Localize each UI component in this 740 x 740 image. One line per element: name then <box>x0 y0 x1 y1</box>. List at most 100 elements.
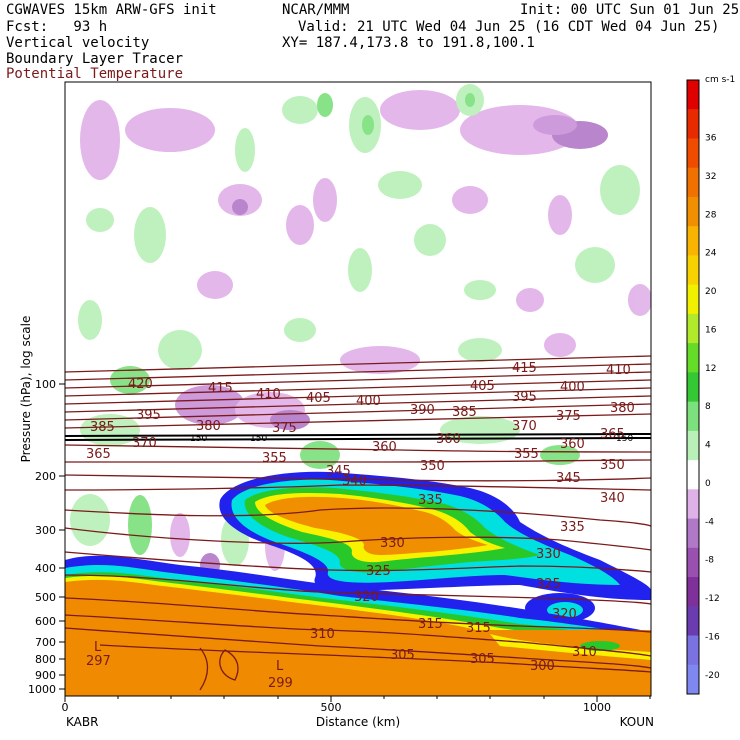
theta-label: 375 <box>556 409 581 424</box>
y-tick-label: 400 <box>35 562 56 575</box>
colorbar-swatch <box>687 635 699 666</box>
colorbar-swatch <box>687 284 699 315</box>
cross-section-endpoints: XY= 187.4,173.8 to 191.8,100.1 <box>282 35 535 51</box>
field-potential-temperature: Potential Temperature <box>6 66 184 82</box>
theta-label: 315 <box>466 621 491 636</box>
theta-label: 410 <box>606 363 631 378</box>
colorbar-tick-label: 28 <box>705 210 717 220</box>
tracer-plume <box>219 471 651 623</box>
colorbar-tick-label: -4 <box>705 517 714 527</box>
forecast-hour: Fcst: 93 h <box>6 19 108 35</box>
colorbar-tick-label: 0 <box>705 479 711 489</box>
theta-label: 395 <box>512 390 537 405</box>
theta-label: 405 <box>470 379 495 394</box>
theta-label: 360 <box>436 432 461 447</box>
field-bl-tracer: Boundary Layer Tracer <box>6 51 184 67</box>
colorbar-tick-label: 16 <box>705 325 717 335</box>
valid-time: Valid: 21 UTC Wed 04 Jun 25 (16 CDT Wed … <box>298 19 720 35</box>
colorbar-swatch <box>687 226 699 256</box>
y-tick-labels: 100 200 300 400 500 600 700 800 900 1000 <box>28 378 56 696</box>
colorbar-swatch <box>687 460 699 490</box>
theta-label: 365 <box>86 447 111 462</box>
colorbar-swatch <box>687 430 699 461</box>
theta-label: 320 <box>552 607 577 622</box>
colorbar-swatch <box>687 518 699 549</box>
theta-label: 315 <box>418 617 443 632</box>
theta-label: 380 <box>196 419 221 434</box>
tropopause-label: 150 <box>190 434 207 444</box>
tropopause-label: 150 <box>616 434 633 444</box>
velocity-blobs <box>70 84 651 577</box>
theta-label: 305 <box>390 648 415 663</box>
colorbar-swatch <box>687 489 699 520</box>
colorbar-swatch <box>687 343 699 373</box>
low-marker: L <box>94 640 102 655</box>
y-tick-label: 100 <box>35 378 56 391</box>
theta-label: 297 <box>86 654 111 669</box>
right-station: KOUN <box>620 715 654 729</box>
theta-label: 420 <box>128 377 153 392</box>
colorbar-swatch <box>687 372 699 403</box>
colorbar-swatch <box>687 606 699 637</box>
theta-label: 360 <box>560 437 585 452</box>
y-tick-label: 1000 <box>28 683 56 696</box>
theta-label: 385 <box>90 420 115 435</box>
theta-label: 350 <box>420 459 445 474</box>
plot-field <box>65 82 651 696</box>
model-title: CGWAVES 15km ARW-GFS init <box>6 2 217 18</box>
x-axis-label: Distance (km) <box>316 715 400 729</box>
colorbar-tick-label: 4 <box>705 441 711 451</box>
theta-label: 380 <box>610 401 635 416</box>
colorbar-swatch <box>687 401 699 432</box>
colorbar-swatch <box>687 109 699 139</box>
theta-label: 415 <box>512 361 537 376</box>
theta-label: 340 <box>600 491 625 506</box>
theta-label: 299 <box>268 676 293 691</box>
colorbar-tick-label: 8 <box>705 402 711 412</box>
theta-label: 385 <box>452 405 477 420</box>
theta-label: 345 <box>326 464 351 479</box>
colorbar-swatch <box>687 196 699 227</box>
theta-label: 335 <box>418 493 443 508</box>
theta-label: 410 <box>256 387 281 402</box>
theta-label: 365 <box>600 427 625 442</box>
theta-label: 395 <box>136 408 161 423</box>
plot-frame <box>64 81 652 697</box>
field-vertical-velocity: Vertical velocity <box>6 35 150 51</box>
theta-label: 400 <box>356 394 381 409</box>
theta-label: 350 <box>600 458 625 473</box>
colorbar-frame <box>686 79 700 695</box>
theta-label: 310 <box>572 645 597 660</box>
theta-label: 400 <box>560 380 585 395</box>
theta-label: 300 <box>530 659 555 674</box>
y-axis-label: Pressure (hPa), log scale <box>19 316 33 463</box>
colorbar-swatch <box>687 577 699 607</box>
y-tick-label: 600 <box>35 615 56 628</box>
x-tick-label: 500 <box>321 701 342 714</box>
y-tick-label: 500 <box>35 591 56 604</box>
colorbar-swatch <box>687 255 699 286</box>
theta-label: 370 <box>512 419 537 434</box>
x-tick-label: 0 <box>62 701 69 714</box>
colorbar-swatch <box>687 167 699 198</box>
tropopause-label: 150 <box>250 434 267 444</box>
y-tick-label: 200 <box>35 470 56 483</box>
left-station: KABR <box>66 715 98 729</box>
colorbar-swatch <box>687 138 699 169</box>
theta-label: 320 <box>354 590 379 605</box>
theta-label: 305 <box>470 652 495 667</box>
theta-label: 415 <box>208 381 233 396</box>
center-name: NCAR/MMM <box>282 2 350 18</box>
colorbar-tick-label: 12 <box>705 364 716 374</box>
theta-label: 375 <box>272 421 297 436</box>
theta-label: 330 <box>380 536 405 551</box>
theta-label: 310 <box>310 627 335 642</box>
theta-label: 370 <box>132 436 157 451</box>
tropopause-lines <box>65 433 651 441</box>
theta-label: 330 <box>536 547 561 562</box>
colorbar-tick-label: -8 <box>705 556 714 566</box>
x-axis <box>64 696 651 702</box>
theta-label: 325 <box>536 577 561 592</box>
y-tick-label: 700 <box>35 636 56 649</box>
